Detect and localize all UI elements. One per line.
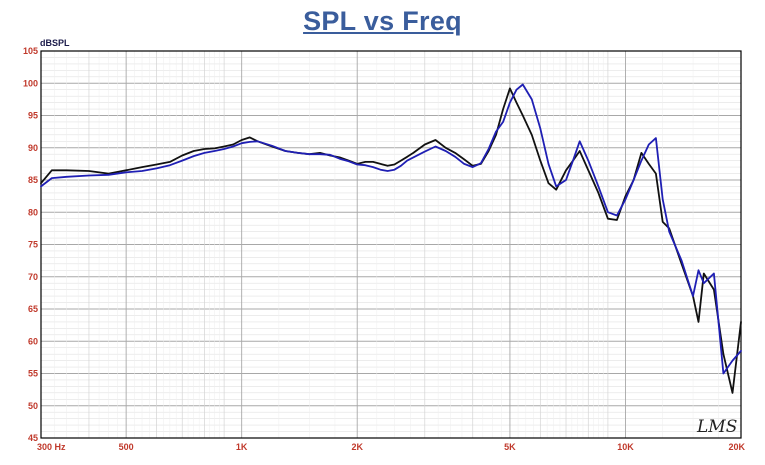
y-tick-label: 60: [28, 336, 38, 346]
series-layer: [40, 83, 742, 394]
x-tick-label: 1K: [236, 442, 248, 452]
x-tick-label: 500: [119, 442, 134, 452]
y-tick-label: 90: [28, 143, 38, 153]
chart-title: SPL vs Freq: [303, 6, 462, 36]
y-tick-label: 65: [28, 304, 38, 314]
x-tick-label: 20K: [728, 442, 745, 452]
x-tick-label: 300 Hz: [37, 442, 66, 452]
y-axis-label: dBSPL: [40, 38, 70, 48]
y-tick-label: 75: [28, 240, 38, 250]
plot-frame: [40, 50, 742, 439]
lms-watermark: LMS: [696, 417, 737, 437]
x-tick-label: 2K: [351, 442, 363, 452]
grid: [40, 50, 742, 439]
y-tick-label: 70: [28, 272, 38, 282]
axis-layer: 45 50 55 60 65 70 75 80 85 90 95 100 105 300 Hz 500 1K 2…: [23, 46, 746, 452]
x-tick-label: 5K: [504, 442, 516, 452]
y-tick-label: 50: [28, 401, 38, 411]
y-tick-label: 105: [23, 46, 38, 56]
y-tick-label: 80: [28, 207, 38, 217]
y-tick-label: 95: [28, 111, 38, 121]
series-line-1: [40, 87, 742, 394]
y-tick-label: 55: [28, 369, 38, 379]
y-tick-label: 100: [23, 78, 38, 88]
y-tick-label: 85: [28, 175, 38, 185]
y-tick-label: 45: [28, 433, 38, 443]
x-tick-label: 10K: [617, 442, 634, 452]
series-line-2: [40, 83, 742, 375]
